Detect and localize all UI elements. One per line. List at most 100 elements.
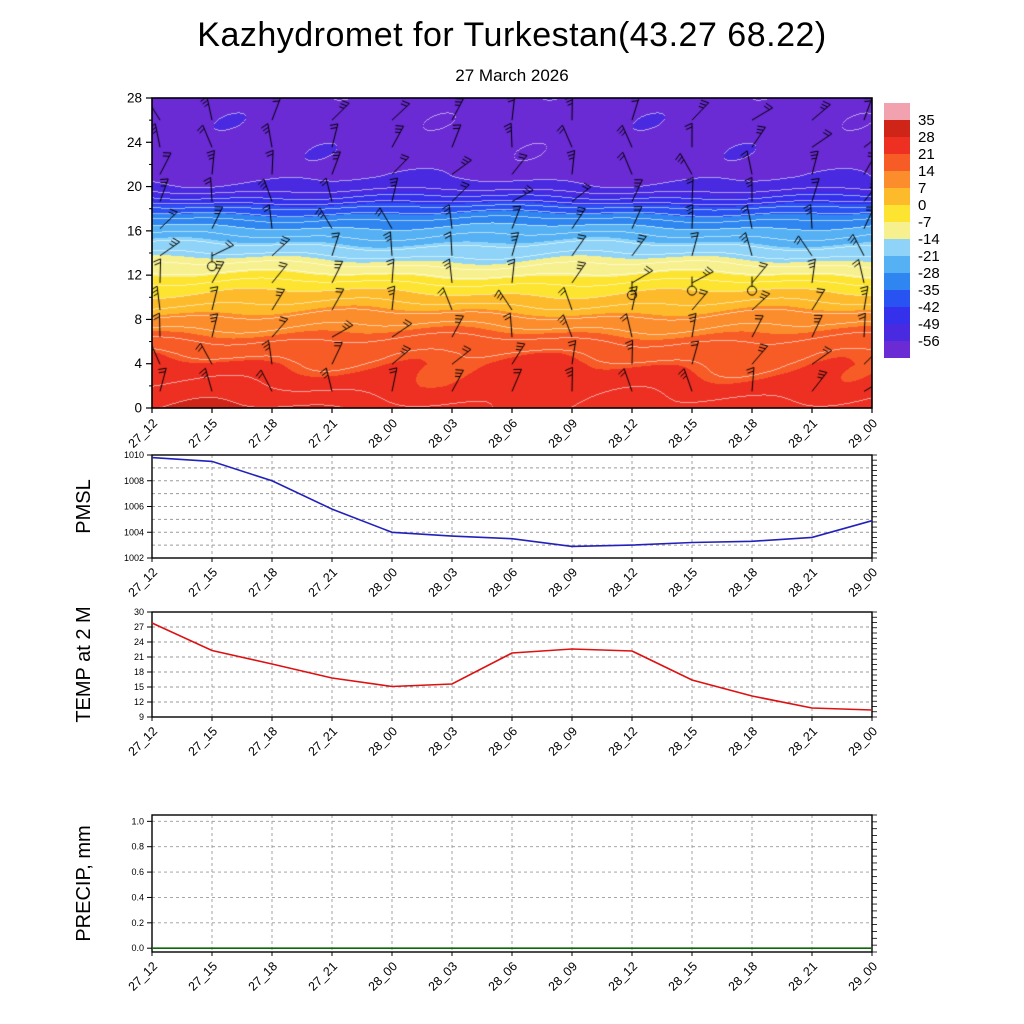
svg-text:15: 15 — [134, 682, 144, 692]
pmsl-line — [151, 456, 873, 548]
svg-text:27_15: 27_15 — [186, 416, 221, 451]
svg-text:28_18: 28_18 — [726, 565, 761, 600]
svg-text:0: 0 — [134, 401, 142, 416]
svg-text:28_21: 28_21 — [786, 416, 821, 451]
svg-text:1008: 1008 — [124, 476, 144, 486]
svg-text:28_09: 28_09 — [546, 724, 581, 759]
svg-text:27_12: 27_12 — [126, 565, 161, 600]
svg-text:28_12: 28_12 — [606, 724, 641, 759]
svg-text:-42: -42 — [918, 299, 940, 316]
svg-text:9: 9 — [139, 712, 144, 722]
svg-text:27_21: 27_21 — [306, 416, 341, 451]
svg-text:-7: -7 — [918, 214, 931, 231]
svg-text:21: 21 — [134, 652, 144, 662]
svg-text:28_03: 28_03 — [426, 724, 461, 759]
svg-text:28_09: 28_09 — [546, 416, 581, 451]
svg-text:-56: -56 — [918, 333, 940, 350]
svg-text:0.2: 0.2 — [131, 918, 144, 928]
chart-title: Kazhydromet for Turkestan(43.27 68.22) — [197, 16, 827, 54]
svg-text:28_21: 28_21 — [786, 565, 821, 600]
svg-text:28_18: 28_18 — [726, 724, 761, 759]
svg-text:27_18: 27_18 — [246, 724, 281, 759]
svg-text:1006: 1006 — [124, 502, 144, 512]
svg-text:24: 24 — [127, 135, 143, 150]
svg-text:29_00: 29_00 — [846, 416, 881, 451]
pmsl-panel: 1002 1004 1006 1008 1010 27_12 27_15 27_18 27_21… — [73, 450, 880, 600]
svg-text:1.0: 1.0 — [131, 816, 144, 826]
temp2m-ylabel: TEMP at 2 M — [73, 606, 95, 722]
svg-text:28_09: 28_09 — [546, 565, 581, 600]
svg-text:-14: -14 — [918, 231, 940, 248]
svg-text:12: 12 — [134, 697, 144, 707]
svg-text:-35: -35 — [918, 282, 940, 299]
svg-text:27_18: 27_18 — [246, 416, 281, 451]
svg-text:20: 20 — [127, 179, 142, 194]
svg-text:27_15: 27_15 — [186, 565, 221, 600]
svg-text:28: 28 — [127, 91, 142, 106]
svg-text:0.0: 0.0 — [131, 943, 144, 953]
svg-text:28_12: 28_12 — [606, 565, 641, 600]
svg-text:0: 0 — [918, 197, 926, 214]
svg-text:27_15: 27_15 — [186, 724, 221, 759]
svg-text:16: 16 — [127, 223, 142, 238]
svg-text:29_00: 29_00 — [846, 724, 881, 759]
svg-text:27_15: 27_15 — [186, 959, 221, 994]
svg-text:27_18: 27_18 — [246, 565, 281, 600]
svg-text:28_12: 28_12 — [606, 416, 641, 451]
svg-text:35: 35 — [918, 112, 935, 129]
svg-text:27_12: 27_12 — [126, 724, 161, 759]
svg-text:27_18: 27_18 — [246, 959, 281, 994]
svg-text:28_06: 28_06 — [486, 565, 521, 600]
svg-text:-49: -49 — [918, 316, 940, 333]
svg-text:28_15: 28_15 — [666, 959, 701, 994]
svg-text:30: 30 — [134, 607, 144, 617]
svg-text:28_15: 28_15 — [666, 724, 701, 759]
svg-text:27_12: 27_12 — [126, 416, 161, 451]
svg-text:28: 28 — [918, 129, 935, 146]
svg-text:28_12: 28_12 — [606, 959, 641, 994]
svg-text:12: 12 — [127, 268, 142, 283]
svg-text:27_12: 27_12 — [126, 959, 161, 994]
svg-text:28_06: 28_06 — [486, 959, 521, 994]
svg-text:28_03: 28_03 — [426, 959, 461, 994]
svg-text:28_18: 28_18 — [726, 959, 761, 994]
svg-text:21: 21 — [918, 146, 935, 163]
svg-text:7: 7 — [918, 180, 926, 197]
svg-text:29_00: 29_00 — [846, 565, 881, 600]
svg-text:28_00: 28_00 — [366, 565, 401, 600]
svg-text:28_15: 28_15 — [666, 565, 701, 600]
svg-text:14: 14 — [918, 163, 935, 180]
svg-text:29_00: 29_00 — [846, 959, 881, 994]
pmsl-ylabel: PMSL — [73, 479, 95, 533]
svg-text:28_18: 28_18 — [726, 416, 761, 451]
precip-ylabel: PRECIP, mm — [73, 825, 95, 941]
svg-text:28_00: 28_00 — [366, 416, 401, 451]
svg-text:-21: -21 — [918, 248, 940, 265]
svg-text:28_00: 28_00 — [366, 959, 401, 994]
svg-text:4: 4 — [134, 356, 142, 371]
svg-text:1002: 1002 — [124, 553, 144, 563]
svg-text:27_21: 27_21 — [306, 724, 341, 759]
svg-text:27: 27 — [134, 622, 144, 632]
temp2m-line — [151, 622, 873, 711]
svg-text:28_21: 28_21 — [786, 724, 821, 759]
svg-text:28_06: 28_06 — [486, 416, 521, 451]
svg-text:28_06: 28_06 — [486, 724, 521, 759]
svg-text:0.4: 0.4 — [131, 892, 144, 902]
svg-text:28_03: 28_03 — [426, 565, 461, 600]
chart-subtitle: 27 March 2026 — [455, 66, 569, 85]
svg-text:28_03: 28_03 — [426, 416, 461, 451]
cross-section-heatmap-canvas — [152, 98, 872, 408]
svg-text:27_21: 27_21 — [306, 959, 341, 994]
precip-panel: 0.0 0.2 0.4 0.6 0.8 1.0 27_12 27_15 27_18 27_21 28… — [73, 814, 881, 994]
svg-text:0.8: 0.8 — [131, 842, 144, 852]
svg-text:27_21: 27_21 — [306, 565, 341, 600]
svg-text:28_00: 28_00 — [366, 724, 401, 759]
svg-text:28_21: 28_21 — [786, 959, 821, 994]
svg-text:24: 24 — [134, 637, 144, 647]
temp2m-panel: 9 12 15 18 21 24 27 30 27_12 27_15 27_18 27_21 28_00… — [73, 606, 880, 758]
svg-text:-28: -28 — [918, 265, 940, 282]
svg-text:0.6: 0.6 — [131, 867, 144, 877]
